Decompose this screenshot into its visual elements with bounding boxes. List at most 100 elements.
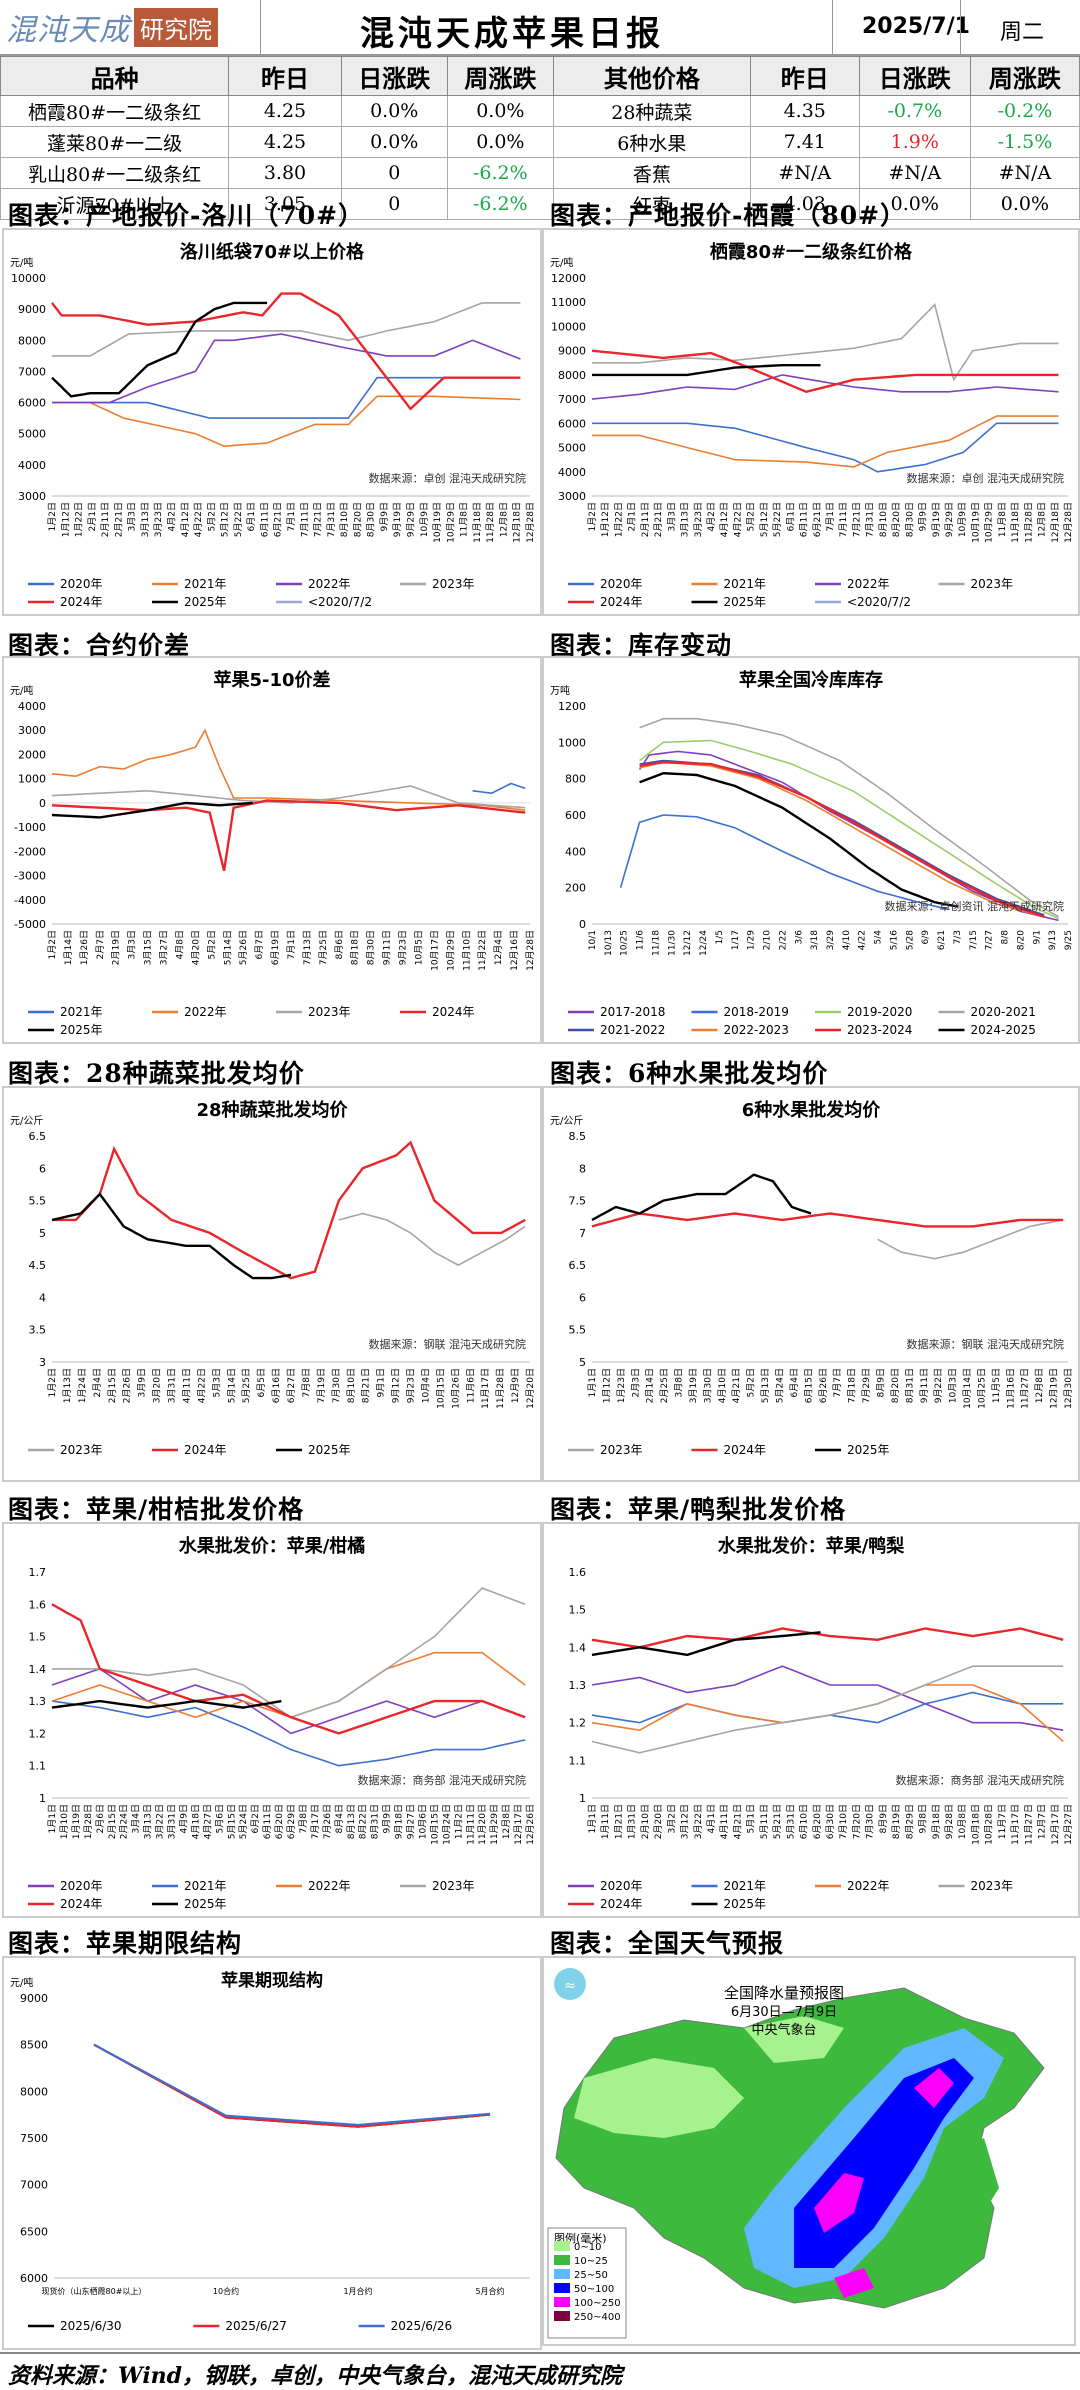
x-tick-label: 2月15日 [107, 1804, 118, 1839]
x-tick-label: 1月12日 [601, 1368, 612, 1403]
series-line [52, 1140, 526, 1280]
series-line [591, 1212, 1064, 1228]
x-tick-label: 5月24日 [775, 1368, 786, 1403]
y-tick-label: 1.2 [569, 1717, 587, 1730]
legend-label: <2020/7/2 [847, 595, 911, 609]
x-tick-label: 6月21日 [273, 502, 284, 537]
x-tick-label: 10月19日 [432, 502, 443, 543]
y-tick-label: 3000 [558, 490, 586, 503]
x-tick-label: 11/18 [651, 930, 661, 956]
x-tick-label: 11月17日 [1010, 1804, 1021, 1845]
data-source-label: 数据来源：商务部 混沌天成研究院 [358, 1773, 527, 1787]
legend-label: 2025年 [308, 1443, 351, 1457]
legend-label: 2023年 [971, 1879, 1014, 1893]
x-tick-label: 11月5日 [991, 1368, 1002, 1403]
series-line [639, 771, 959, 908]
header-divider [960, 0, 961, 54]
x-tick-label: 1月22日 [613, 502, 624, 537]
series-line [591, 1665, 1064, 1754]
data-source-label: 数据来源：卓创 混沌天成研究院 [907, 471, 1065, 485]
y-tick-label: 12000 [551, 272, 586, 285]
x-tick-label: 7月7日 [832, 1368, 843, 1397]
x-tick-label: 3月23日 [153, 502, 164, 537]
price-cell: 1.9% [858, 126, 971, 158]
price-cell: 0.0% [340, 126, 448, 158]
x-tick-label: 2月19日 [111, 930, 122, 965]
legend-label: 2020年 [60, 1879, 103, 1893]
x-tick-label: 2月20日 [653, 1804, 664, 1839]
y-tick-label: 6 [39, 1162, 46, 1175]
x-tick-label: 7/27 [985, 930, 995, 950]
x-tick-label: 8月10日 [878, 502, 889, 537]
column-header: 昨日 [228, 56, 342, 96]
y-tick-label: -1000 [14, 821, 46, 834]
product-name-cell: 乳山80#一二级条红 [0, 157, 230, 189]
y-tick-label: -5000 [14, 918, 46, 931]
x-tick-label: 12月28日 [525, 930, 536, 971]
precip-zone-10-25-east [944, 2138, 999, 2228]
x-tick-label: 6月26日 [818, 1368, 829, 1403]
price-cell: 0 [340, 157, 448, 189]
x-tick-label: 1月11日 [600, 1804, 611, 1839]
x-tick-label: 7月21日 [313, 502, 324, 537]
y-tick-label: 6500 [20, 2225, 48, 2238]
x-tick-label: 5月3日 [211, 1368, 222, 1397]
legend-label: 2024年 [600, 595, 643, 609]
legend-label: 2022-2023 [724, 1023, 789, 1037]
chart-title: 水果批发价：苹果/柑橘 [179, 1535, 366, 1557]
y-axis-label: 元/公斤 [10, 1115, 43, 1127]
x-tick-label: 6月20日 [812, 1804, 823, 1839]
series-line [51, 728, 526, 811]
x-tick-label: 3月23日 [693, 502, 704, 537]
x-tick-label: 2月3日 [630, 1368, 641, 1397]
x-tick-label: 7月10日 [838, 1804, 849, 1839]
chart-title: 苹果全国冷库库存 [739, 669, 883, 691]
price-cell: 3.80 [228, 157, 342, 189]
x-tick-label: 7月13日 [302, 930, 313, 965]
x-tick-label: 4月9日 [178, 1804, 189, 1833]
y-tick-label: -4000 [14, 894, 46, 907]
x-tick-label: 7月11日 [299, 502, 310, 537]
price-cell: 3.05 [228, 188, 342, 220]
y-tick-label: -3000 [14, 870, 46, 883]
y-tick-label: 6000 [20, 2272, 48, 2285]
x-tick-label: 3月3日 [127, 930, 138, 959]
x-tick-label: 6月1日 [785, 502, 796, 531]
x-tick-label: 8月21日 [361, 1368, 372, 1403]
y-tick-label: 1 [579, 1792, 586, 1805]
x-tick-label: 1/29 [747, 930, 757, 950]
x-tick-label: 3月22日 [693, 1804, 704, 1839]
y-tick-label: 1.3 [569, 1679, 587, 1692]
x-tick-label: 4月11日 [719, 1804, 730, 1839]
header-divider [260, 0, 261, 54]
x-tick-label: 12月30日 [1063, 1368, 1074, 1409]
y-tick-label: 7.5 [569, 1195, 587, 1208]
x-tick-label: 8月10日 [339, 502, 350, 537]
report-header: 混沌天成 研究院 混沌天成苹果日报 2025/7/1 周二 [0, 0, 1080, 56]
price-cell: 4.03 [749, 188, 860, 220]
legend-label: 2024年 [600, 1897, 643, 1911]
x-tick-label: 2月26日 [122, 1368, 133, 1403]
legend-label: 2022年 [847, 577, 890, 591]
x-tick-label: 1月1日 [47, 1804, 58, 1833]
panel-title-apple-pear: 图表：苹果/鸭梨批发价格 [550, 1495, 847, 1524]
x-tick-label: 3月30日 [702, 1368, 713, 1403]
x-tick-label: 8/20 [1016, 930, 1026, 950]
y-tick-label: 3000 [18, 724, 46, 737]
x-tick-label: 11月2日 [453, 1804, 464, 1839]
x-tick-label: 10月3日 [948, 1368, 959, 1403]
x-tick-label: 1月31日 [627, 1804, 638, 1839]
y-tick-label: 0 [579, 918, 586, 931]
x-tick-label: 现货价（山东栖霞80#以上） [42, 2286, 147, 2296]
chart-title: 水果批发价：苹果/鸭梨 [718, 1535, 905, 1557]
price-cell: 0.0% [858, 188, 971, 220]
x-tick-label: 2月11日 [100, 502, 111, 537]
x-tick-label: 7月19日 [316, 1368, 327, 1403]
data-source-label: 数据来源：钢联 混沌天成研究院 [907, 1337, 1065, 1351]
x-tick-label: 3月22日 [155, 1804, 166, 1839]
x-tick-label: 8月30日 [904, 502, 915, 537]
legend-label: 2020年 [60, 577, 103, 591]
x-tick-label: 9/1 [1032, 930, 1042, 944]
